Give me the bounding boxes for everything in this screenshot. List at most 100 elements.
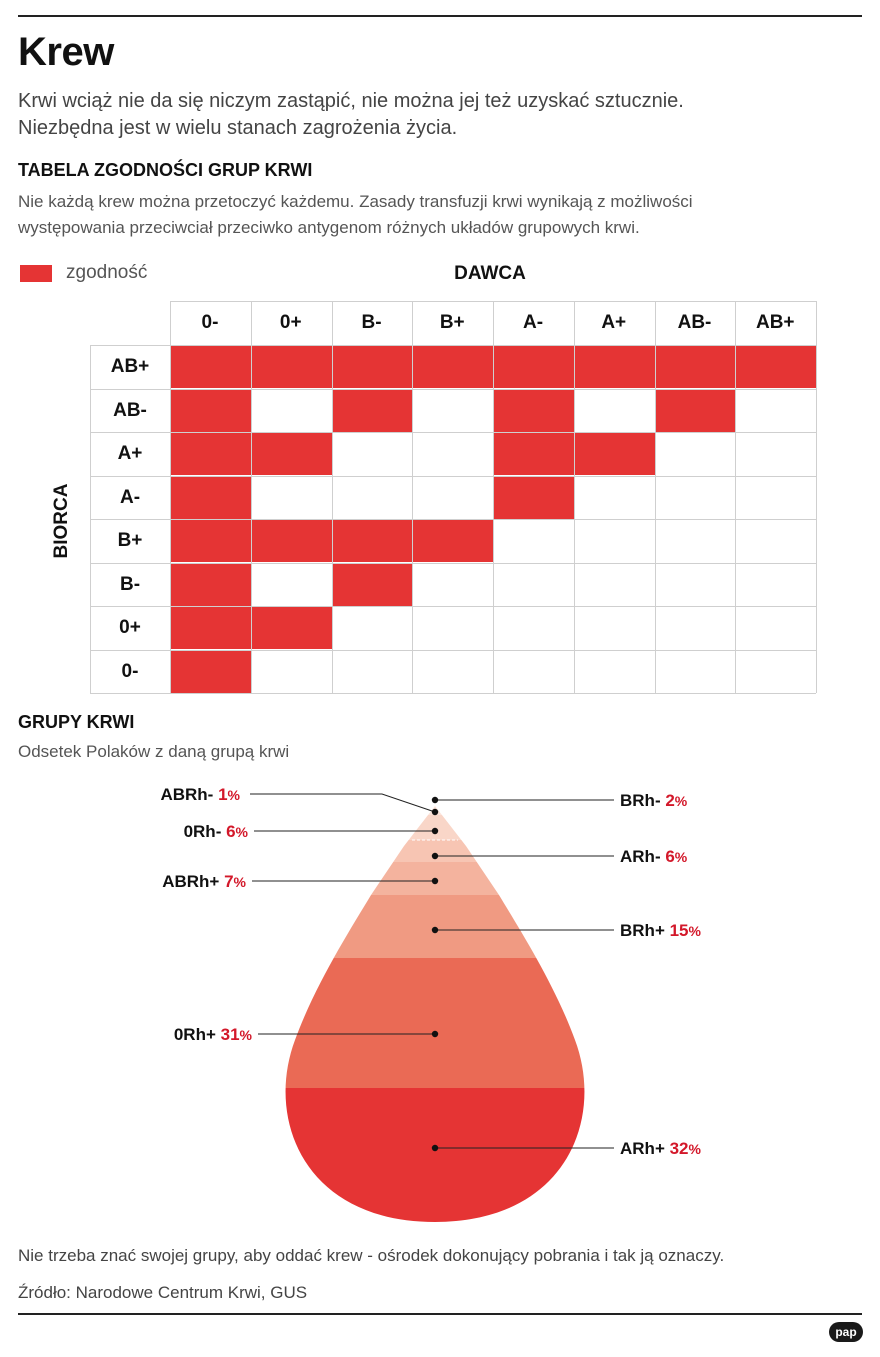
recipient-row-header: A+ — [117, 443, 143, 464]
grid-line-v — [654, 301, 656, 693]
donor-col-header: 0+ — [279, 312, 302, 333]
compatible-cell — [331, 345, 413, 388]
recipient-row-header: AB- — [113, 399, 147, 421]
grid-line-h — [90, 693, 816, 694]
compatibility-matrix: 0- 0+ B- B+ A- A+ AB- AB+ AB+ AB- A+ A- B+ B- 0+ 0- — [90, 301, 817, 694]
grid-line-v — [493, 301, 494, 693]
lead-line-2: Niezbędna jest w wielu stanach zagrożeni… — [18, 117, 458, 139]
donor-col-header: A+ — [601, 312, 627, 333]
lead-line-1: Krwi wciąż nie da się niczym zastąpić, n… — [18, 90, 684, 112]
compatible-cell — [493, 475, 574, 519]
drop-band-0Rh- — [285, 840, 585, 862]
compatible-cell — [170, 432, 251, 475]
label-dot — [431, 1030, 439, 1038]
compatible-cell — [735, 345, 817, 388]
compat-desc-line-1: Nie każdą krew można przetoczyć każdemu.… — [18, 192, 693, 211]
recipient-row-header: AB+ — [110, 356, 150, 377]
compat-desc-line-2: występowania przeciwciał przeciwko antyg… — [18, 218, 640, 237]
donor-col-header: 0- — [201, 312, 219, 333]
drop-layers — [285, 806, 585, 1222]
drop-band-ARh- — [285, 862, 585, 895]
grid-line-h — [90, 606, 816, 607]
label-dot — [431, 827, 439, 835]
label-dot — [431, 877, 439, 885]
drop-band-BRh+ — [285, 958, 585, 1088]
grid-line-h — [90, 649, 816, 651]
grid-line-h — [90, 345, 816, 346]
groups-subheading: Odsetek Polaków z daną grupą krwi — [18, 742, 290, 761]
grid-line-v — [331, 301, 333, 693]
grid-line-v — [735, 301, 737, 693]
compatible-cell — [412, 345, 494, 388]
donor-col-header: B- — [361, 312, 382, 333]
group-label-0Rh-: 0Rh- 6% — [184, 822, 249, 841]
compatible-cell — [170, 562, 251, 606]
compatible-cell — [331, 519, 413, 562]
group-label-ARh+: ARh+ 32% — [620, 1139, 702, 1158]
compatible-cell — [170, 345, 251, 388]
lead-text: Krwi wciąż nie da się niczym zastąpić, n… — [18, 88, 858, 142]
legend-swatch — [20, 265, 52, 282]
groups-heading: GRUPY KRWI — [18, 712, 135, 732]
legend-label: zgodność — [66, 262, 148, 283]
label-dot — [431, 796, 439, 804]
drop-band-ABRh- — [285, 806, 585, 815]
group-label-ABRh+: ABRh+ 7% — [162, 872, 246, 891]
grid-line-h — [90, 562, 816, 564]
compatible-cell — [573, 345, 655, 388]
compatible-cell — [493, 345, 574, 388]
donor-axis-label: DAWCA — [454, 263, 526, 284]
donor-col-header: AB- — [677, 312, 712, 333]
drop-band-BRh- — [285, 815, 585, 840]
grid-line-v — [573, 301, 575, 693]
drop-band-ABRh+ — [285, 895, 585, 958]
pap-logo: pap — [829, 1322, 863, 1342]
grid-line-v — [816, 301, 817, 693]
recipient-row-header: 0- — [121, 660, 139, 682]
grid-line-h — [170, 301, 816, 302]
recipient-row-header: A- — [119, 486, 141, 508]
donor-col-header: A- — [522, 312, 544, 333]
compatible-cell — [170, 606, 251, 649]
compatible-cell — [331, 562, 413, 606]
compatible-cell — [250, 606, 332, 649]
page-title: Krew — [18, 30, 114, 74]
grid-line-v — [412, 301, 414, 693]
compatible-cell — [573, 432, 655, 475]
compatible-cell — [331, 388, 413, 432]
donor-col-header: AB+ — [755, 312, 795, 333]
drop-band-0Rh+ — [285, 1088, 585, 1222]
compatible-cell — [412, 519, 494, 562]
label-dot — [431, 808, 439, 816]
grid-line-h — [90, 519, 816, 520]
grid-line-v — [170, 301, 171, 693]
compatible-cell — [170, 475, 251, 519]
group-label-0Rh+: 0Rh+ 31% — [174, 1025, 253, 1044]
compatible-cell — [250, 432, 332, 475]
grid-line-h — [90, 432, 816, 433]
compatible-cell — [654, 345, 736, 388]
compatible-cell — [493, 432, 574, 475]
compatible-cell — [170, 388, 251, 432]
source-text: Źródło: Narodowe Centrum Krwi, GUS — [18, 1283, 308, 1302]
top-rule — [18, 15, 862, 17]
label-dot — [431, 1144, 439, 1152]
grid-line-h — [90, 475, 816, 477]
compatible-cell — [170, 649, 251, 693]
leader-line — [250, 793, 436, 813]
label-dot — [431, 926, 439, 934]
label-dot — [431, 852, 439, 860]
compat-heading: TABELA ZGODNOŚCI GRUP KRWI — [18, 160, 313, 180]
group-label-BRh-: BRh- 2% — [620, 791, 688, 810]
bottom-rule — [18, 1313, 862, 1315]
compatible-cell — [250, 519, 332, 562]
grid-line-h — [90, 388, 816, 390]
compatible-cell — [654, 388, 736, 432]
group-label-ARh-: ARh- 6% — [620, 847, 688, 866]
compatible-cell — [250, 345, 332, 388]
compatible-cell — [170, 519, 251, 562]
compat-description: Nie każdą krew można przetoczyć każdemu.… — [18, 189, 858, 241]
grid-line-v — [250, 301, 252, 693]
recipient-row-header: 0+ — [119, 617, 141, 638]
donor-col-header: B+ — [439, 312, 465, 333]
